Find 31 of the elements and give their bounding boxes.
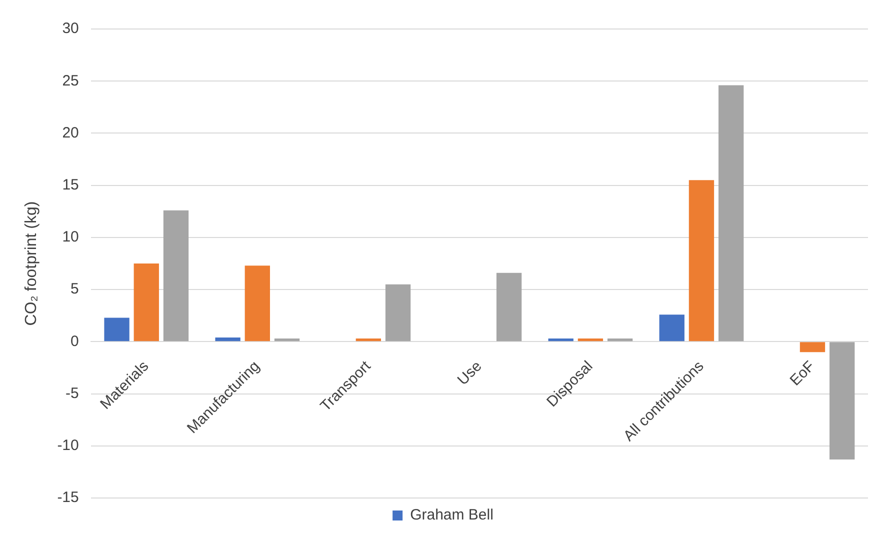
bar [244, 266, 270, 342]
bar [548, 338, 574, 342]
bar [215, 338, 240, 342]
y-tick-label: 0 [70, 332, 79, 350]
y-tick-label: -15 [57, 489, 79, 506]
y-tick-label: -10 [57, 437, 79, 454]
y-tick-label: 30 [62, 20, 79, 38]
y-tick-label: 20 [62, 124, 79, 142]
y-tick-label: 5 [70, 280, 79, 298]
bar [830, 342, 855, 460]
bar [718, 85, 744, 342]
bar [800, 342, 826, 352]
bar [688, 180, 714, 342]
y-tick-label: -5 [66, 384, 79, 402]
y-tick-label: 15 [62, 176, 79, 194]
y-tick-label: 10 [62, 228, 79, 246]
bar [496, 272, 522, 342]
x-tick-label: EoF [786, 358, 818, 390]
y-tick-label: 25 [62, 72, 79, 90]
bar [274, 338, 300, 342]
bar [578, 338, 604, 342]
bar [134, 264, 159, 342]
bar [356, 338, 382, 342]
bar [104, 318, 130, 342]
bar [607, 338, 633, 342]
y-axis-title: CO₂ footprint (kg) [23, 201, 40, 326]
bar [163, 210, 189, 342]
bar [659, 314, 684, 342]
bar [385, 284, 411, 342]
x-tick-label: Use [454, 358, 486, 389]
legend-label: Graham Bell [410, 506, 494, 524]
